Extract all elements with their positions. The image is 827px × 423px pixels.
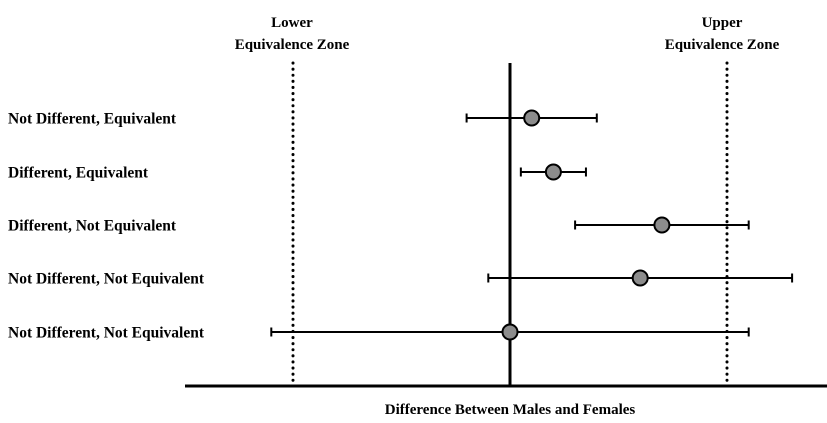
forest-row: Not Different, Equivalent (8, 109, 598, 128)
point-estimate (653, 216, 671, 234)
forest-row: Different, Equivalent (8, 163, 587, 182)
lower-zone-label: Lower Equivalence Zone (235, 15, 350, 53)
lower-zone-label-line1: Lower (271, 15, 313, 31)
point-estimate (501, 323, 519, 341)
forest-row: Not Different, Not Equivalent (8, 323, 750, 342)
row-label: Different, Not Equivalent (8, 218, 177, 235)
point-estimate (523, 109, 541, 127)
lower-zone-label-line2: Equivalence Zone (235, 37, 350, 53)
point-estimate (631, 269, 649, 287)
row-label: Not Different, Equivalent (8, 111, 177, 128)
row-label: Different, Equivalent (8, 165, 149, 182)
point-estimate (544, 163, 562, 181)
forest-row: Different, Not Equivalent (8, 216, 750, 235)
upper-zone-label-line2: Equivalence Zone (665, 37, 780, 53)
row-label: Not Different, Not Equivalent (8, 271, 205, 288)
upper-zone-label: Upper Equivalence Zone (665, 15, 780, 53)
x-axis-title: Difference Between Males and Females (385, 402, 636, 418)
row-label: Not Different, Not Equivalent (8, 325, 205, 342)
forest-row: Not Different, Not Equivalent (8, 269, 794, 288)
upper-zone-label-line1: Upper (702, 15, 743, 31)
